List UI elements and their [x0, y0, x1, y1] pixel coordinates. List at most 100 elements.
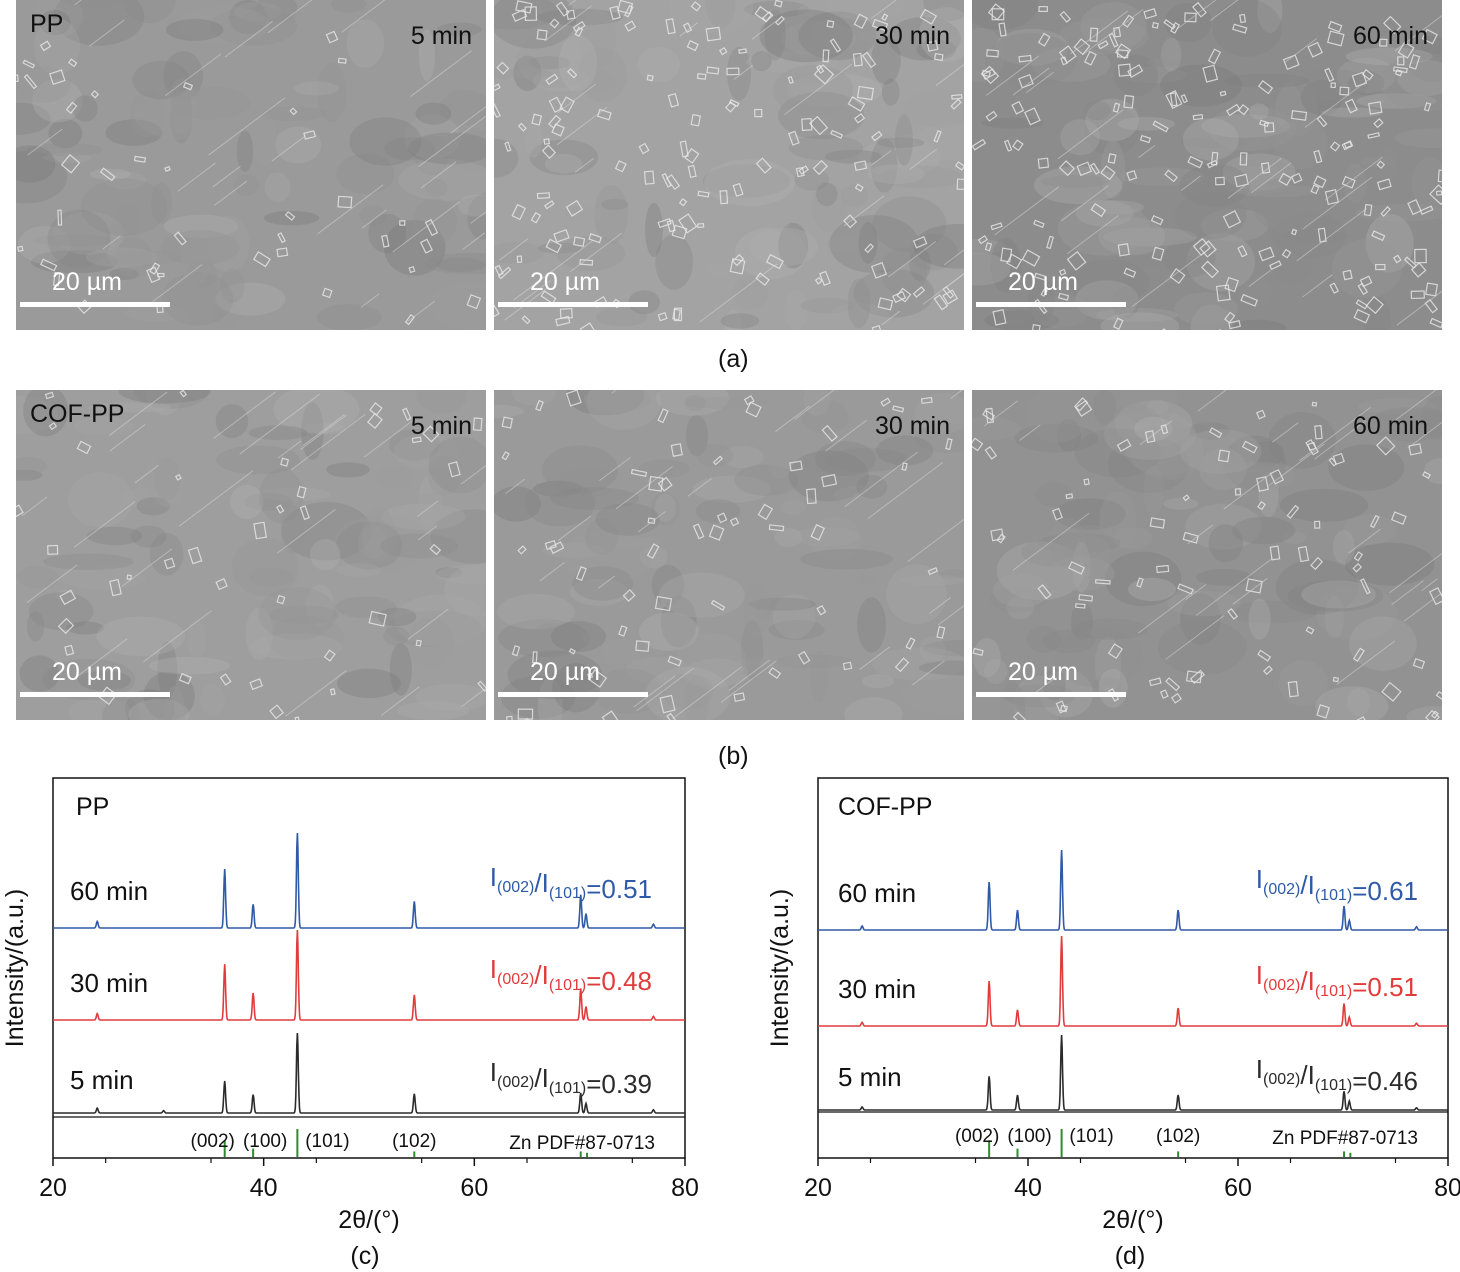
sem-texture-scratch	[1314, 420, 1367, 460]
sem-texture-blob	[683, 396, 770, 409]
sem-texture	[972, 390, 1442, 720]
sem-texture-crystal	[977, 235, 988, 245]
sem-texture-crystal	[745, 401, 762, 418]
sem-texture-crystal	[1040, 288, 1048, 297]
scale-bar	[976, 692, 1126, 697]
sem-texture-blob	[85, 247, 158, 268]
sem-texture-blob	[525, 118, 543, 158]
sem-texture-scratch	[1421, 578, 1438, 592]
sem-texture-crystal	[296, 485, 307, 499]
sem-texture-blob	[80, 178, 168, 236]
sem-texture-blob	[585, 518, 619, 556]
sem-texture-blob	[596, 307, 648, 327]
sem-texture-blob	[457, 194, 486, 217]
sem-texture-blob	[973, 637, 1001, 678]
sem-texture-crystal	[1316, 704, 1330, 719]
sem-texture-blob	[984, 310, 1060, 330]
sem-texture-blob	[377, 607, 417, 627]
sem-texture-blob	[760, 54, 855, 83]
sem-texture-crystal	[1305, 626, 1315, 635]
sem-texture-blob	[1253, 176, 1325, 234]
sem-texture-blob	[990, 238, 1021, 293]
sem-texture-crystal	[565, 390, 582, 407]
sem-texture-crystal	[1187, 155, 1204, 169]
series-label: 30 min	[838, 974, 916, 1004]
sem-texture-crystal	[511, 645, 521, 657]
sem-texture-crystal	[732, 182, 744, 197]
hkl-label: (002)	[955, 1126, 999, 1147]
sem-texture-blob	[255, 0, 298, 22]
sem-texture-blob	[1336, 57, 1397, 94]
sem-texture-crystal	[52, 271, 61, 287]
sem-texture-blob	[1119, 167, 1206, 187]
sem-texture-crystal	[323, 649, 336, 662]
sem-texture-blob	[1031, 46, 1111, 82]
sem-texture-blob	[1075, 200, 1134, 227]
sem-texture-crystal	[1224, 311, 1236, 324]
sem-texture-blob	[1038, 533, 1121, 554]
sem-texture-blob	[1240, 279, 1274, 307]
sem-texture-blob	[18, 225, 71, 264]
sem-texture-crystal	[126, 574, 132, 581]
sem-texture-blob	[494, 0, 577, 49]
sem-texture-crystal	[972, 138, 987, 151]
sem-texture-crystal	[1241, 440, 1258, 454]
sem-texture-crystal	[798, 165, 810, 175]
sem-texture-blob	[1305, 582, 1372, 605]
chart-title: PP	[76, 793, 109, 821]
sem-texture-blob	[216, 445, 301, 475]
sem-texture-scratch	[1407, 421, 1442, 449]
sem-texture-crystal	[321, 287, 333, 299]
sem-texture-scratch	[1139, 420, 1173, 446]
sem-texture-blob	[766, 204, 792, 232]
sem-texture-crystal	[842, 661, 853, 671]
sem-texture-scratch	[544, 5, 593, 42]
sem-texture-crystal	[1094, 579, 1111, 585]
sem-texture-blob	[19, 655, 60, 692]
sem-texture-crystal	[1410, 290, 1425, 300]
sem-texture-crystal	[1033, 219, 1045, 229]
sem-texture-crystal	[657, 408, 669, 424]
sem-texture-blob	[1099, 491, 1137, 551]
sem-texture-blob	[43, 553, 134, 571]
intensity-ratio: I(002)/I(101)=0.48	[490, 954, 652, 996]
sem-texture-crystal	[950, 98, 962, 110]
sem-texture-scratch	[317, 184, 384, 235]
sem-texture-crystal	[1282, 54, 1300, 71]
sem-texture-crystal	[466, 294, 482, 310]
sem-texture-crystal	[567, 68, 578, 79]
sem-texture-crystal	[415, 639, 422, 647]
sem-texture-scratch	[1138, 144, 1156, 159]
sem-texture-blob	[507, 650, 603, 700]
sem-texture-crystal	[1037, 584, 1052, 600]
sem-texture-scratch	[460, 464, 486, 485]
sem-texture-crystal	[1435, 690, 1442, 700]
panel-label: (c)	[350, 1242, 379, 1270]
sem-texture-scratch	[300, 414, 347, 451]
sem-texture-crystal	[22, 59, 36, 69]
sem-texture-blob	[231, 537, 300, 597]
sem-texture-crystal	[1412, 658, 1426, 670]
sem-texture-crystal	[57, 617, 75, 635]
sem-texture-crystal	[16, 74, 19, 83]
sem-texture-scratch	[121, 548, 173, 587]
sem-texture-blob	[398, 159, 486, 201]
sem-texture-blob	[773, 654, 855, 669]
sem-texture-crystal	[1097, 40, 1109, 50]
sem-texture-scratch	[881, 310, 901, 326]
sem-texture-crystal	[419, 238, 433, 254]
sem-texture-blob	[881, 78, 900, 106]
sem-texture-blob	[637, 46, 680, 83]
y-axis-label: Intensity/(a.u.)	[766, 889, 794, 1047]
sem-texture-crystal	[1034, 272, 1047, 281]
sem-texture-blob	[512, 390, 556, 406]
sem-texture-blob	[1275, 80, 1318, 137]
sem-texture-blob	[86, 526, 143, 546]
sem-texture-blob	[1315, 586, 1397, 641]
sem-texture-scratch	[1394, 15, 1442, 52]
sem-texture-scratch	[271, 135, 307, 162]
sem-texture-blob	[532, 480, 582, 497]
sem-texture-scratch	[1026, 71, 1054, 94]
sem-texture-blob	[1042, 629, 1095, 654]
sem-texture-crystal	[1423, 102, 1432, 112]
